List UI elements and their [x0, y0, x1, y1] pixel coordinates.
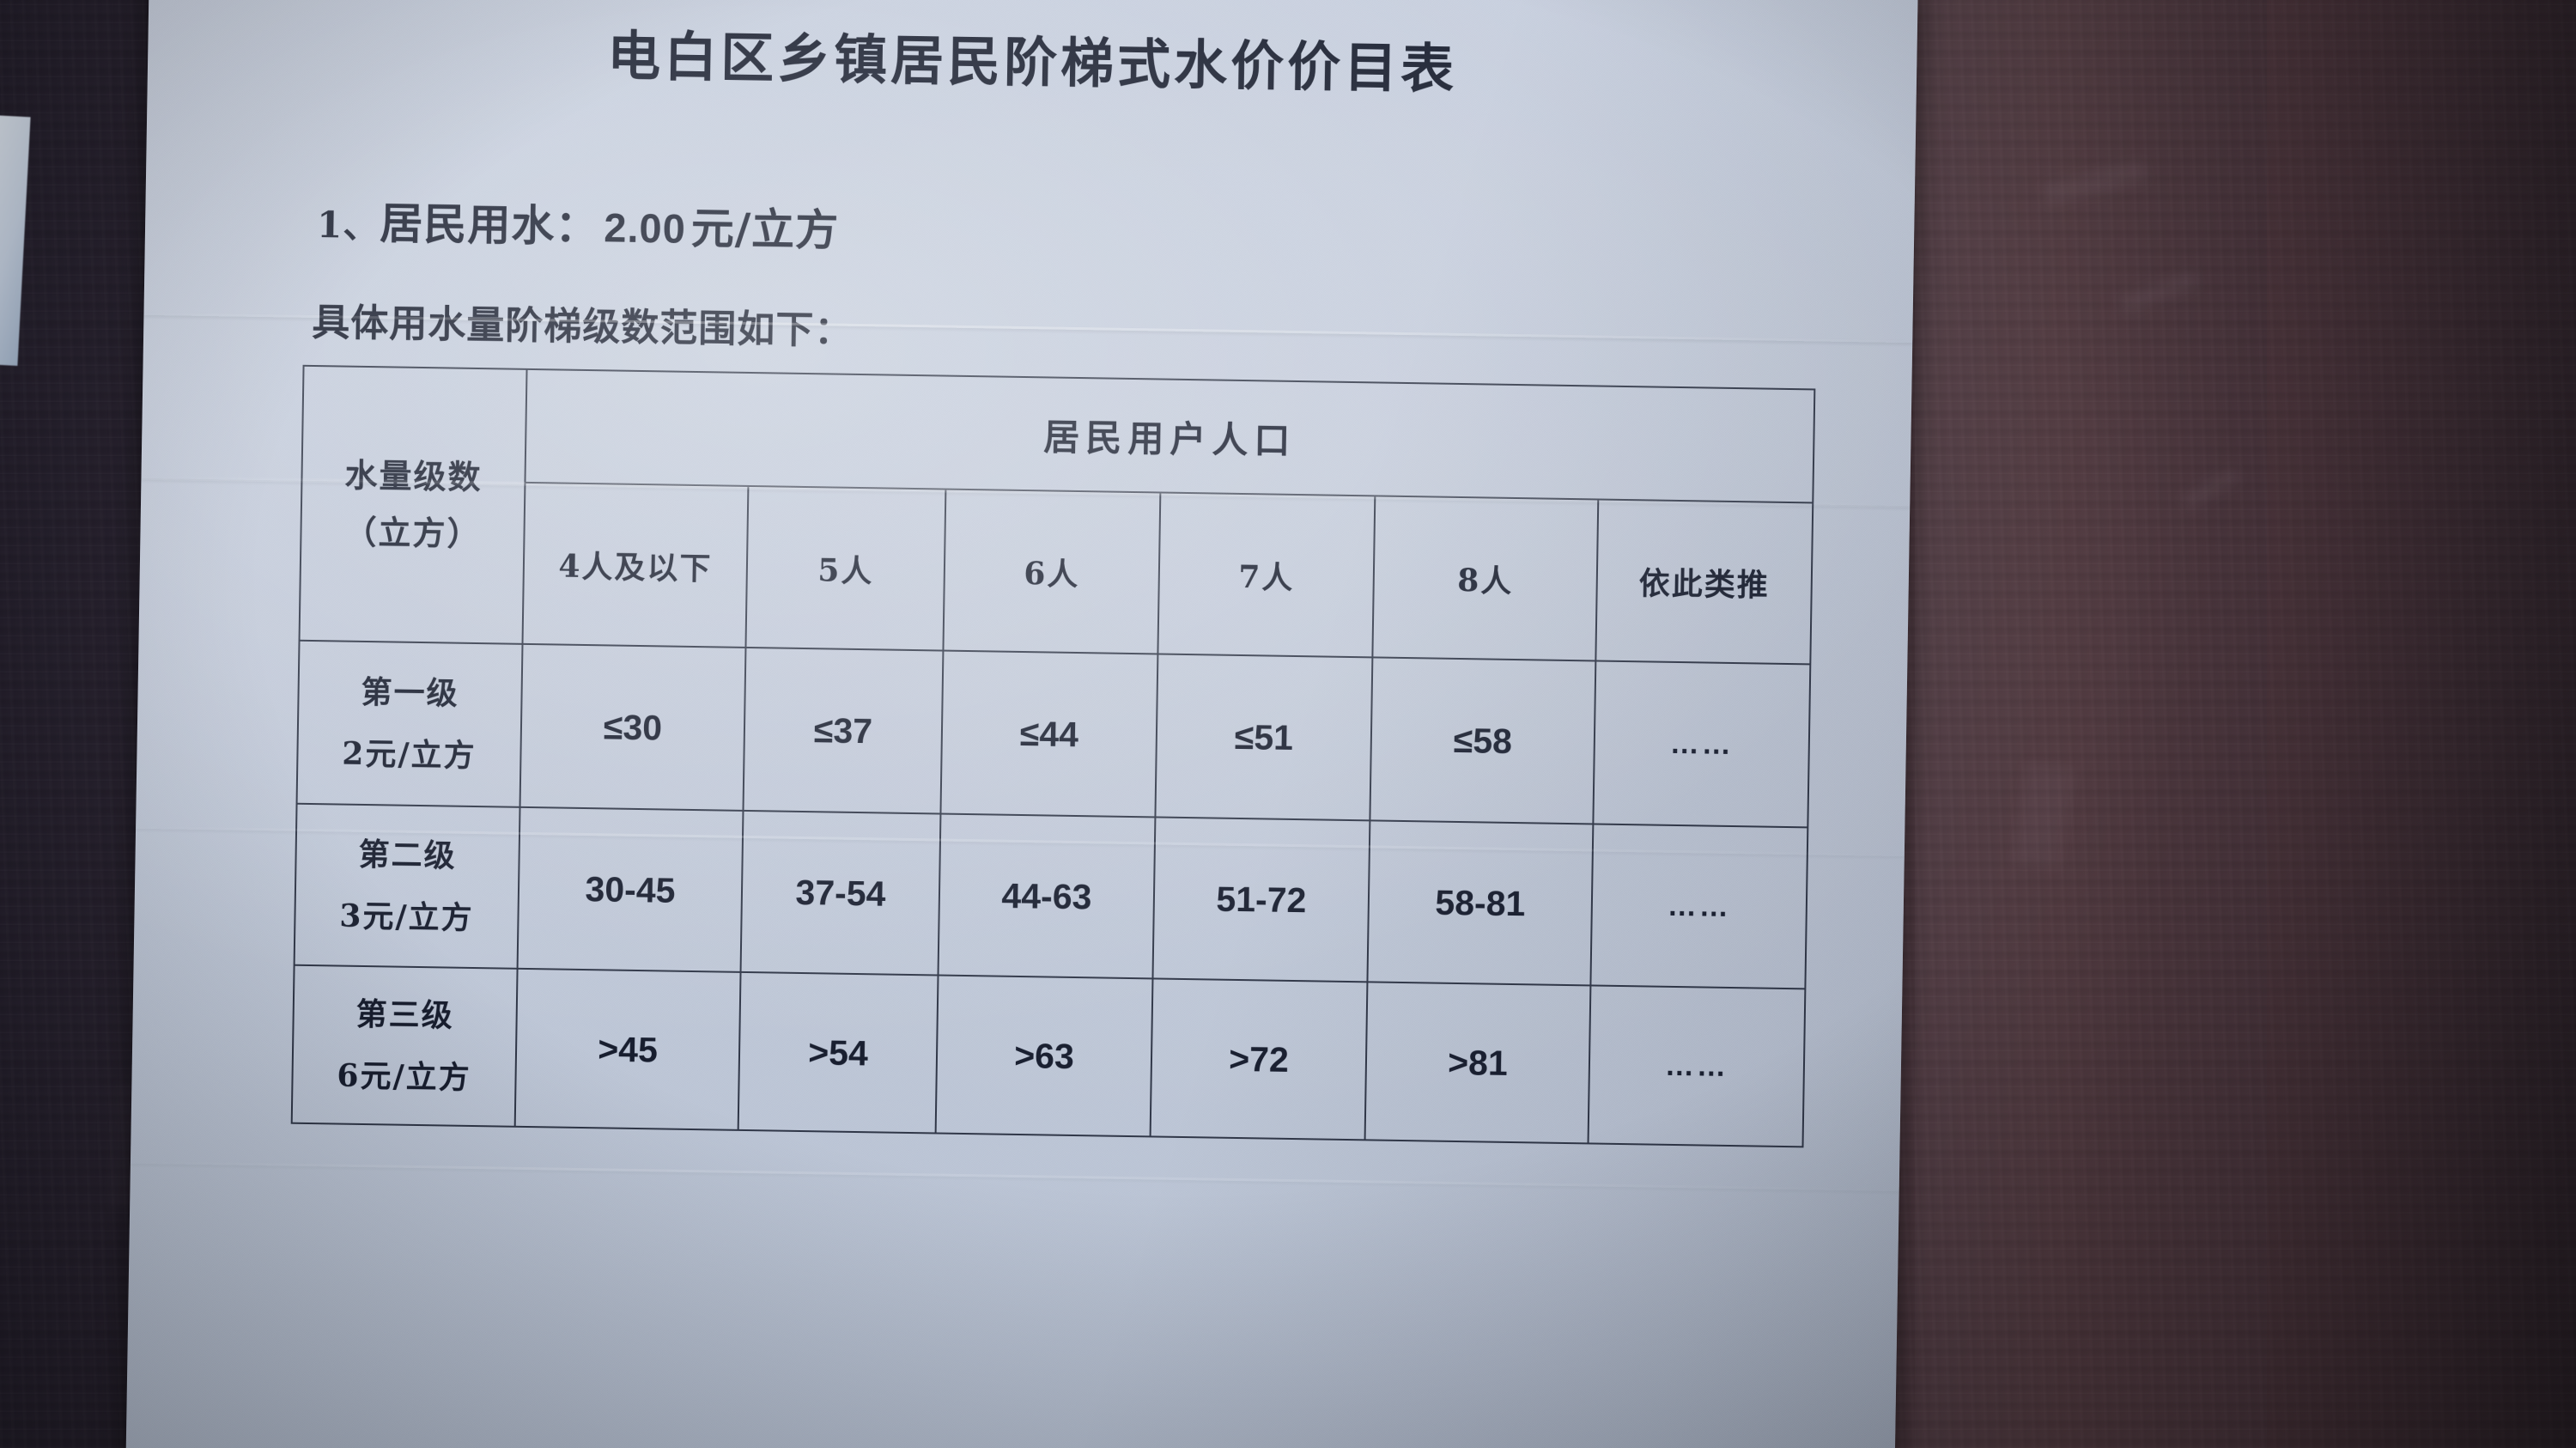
desk-light-sheen [1915, 0, 2318, 1448]
desk-right-shadow [2267, 0, 2576, 1448]
